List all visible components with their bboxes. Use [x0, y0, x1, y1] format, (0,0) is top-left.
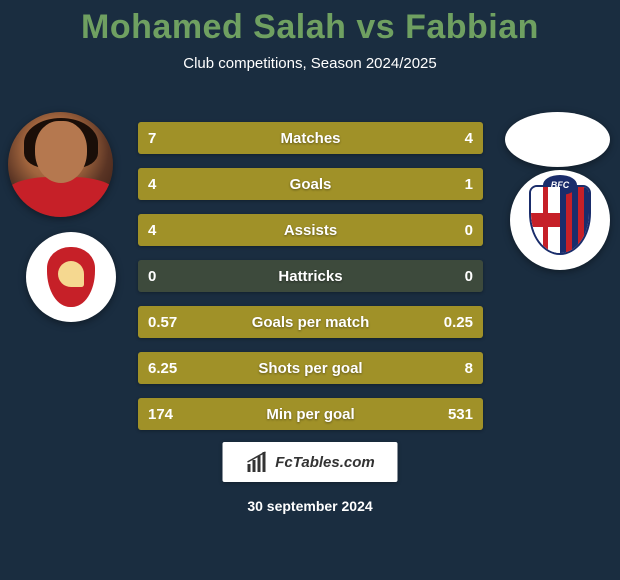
stat-label: Hattricks [138, 260, 483, 292]
player-left-avatar [8, 112, 113, 217]
stat-value-right: 0 [465, 214, 473, 246]
shield-shape [529, 185, 591, 255]
stat-value-right: 8 [465, 352, 473, 384]
stat-value-right: 0.25 [444, 306, 473, 338]
stat-row: 174Min per goal531 [138, 398, 483, 430]
jersey-shape [8, 177, 113, 217]
fctables-logo[interactable]: FcTables.com [223, 442, 398, 482]
stat-label: Matches [138, 122, 483, 154]
bar-chart-icon [245, 450, 269, 474]
stat-row: 6.25Shots per goal8 [138, 352, 483, 384]
stat-value-right: 0 [465, 260, 473, 292]
stat-row: 0.57Goals per match0.25 [138, 306, 483, 338]
stats-container: 7Matches44Goals14Assists00Hattricks00.57… [138, 122, 483, 444]
liverpool-crest-icon [47, 247, 95, 307]
cross-horizontal [531, 213, 560, 226]
shield-right-half [560, 187, 589, 253]
stat-row: 4Goals1 [138, 168, 483, 200]
stat-row: 0Hattricks0 [138, 260, 483, 292]
liverbird-shape [58, 261, 84, 287]
face-shape [35, 121, 87, 183]
stat-label: Goals per match [138, 306, 483, 338]
stat-row: 4Assists0 [138, 214, 483, 246]
header: Mohamed Salah vs Fabbian Club competitio… [0, 0, 620, 72]
page-title: Mohamed Salah vs Fabbian [0, 8, 620, 47]
stat-label: Assists [138, 214, 483, 246]
footer-date: 30 september 2024 [247, 498, 372, 514]
club-right-badge: BFC [510, 170, 610, 270]
club-left-badge [26, 232, 116, 322]
shield-left-half [531, 187, 560, 253]
stat-value-right: 1 [465, 168, 473, 200]
stat-row: 7Matches4 [138, 122, 483, 154]
fctables-text: FcTables.com [275, 454, 374, 471]
bologna-crest-icon: BFC [529, 185, 591, 255]
stat-value-right: 531 [448, 398, 473, 430]
stat-value-right: 4 [465, 122, 473, 154]
stat-label: Shots per goal [138, 352, 483, 384]
stat-label: Min per goal [138, 398, 483, 430]
stat-label: Goals [138, 168, 483, 200]
player-right-avatar [505, 112, 610, 167]
subtitle: Club competitions, Season 2024/2025 [0, 55, 620, 72]
